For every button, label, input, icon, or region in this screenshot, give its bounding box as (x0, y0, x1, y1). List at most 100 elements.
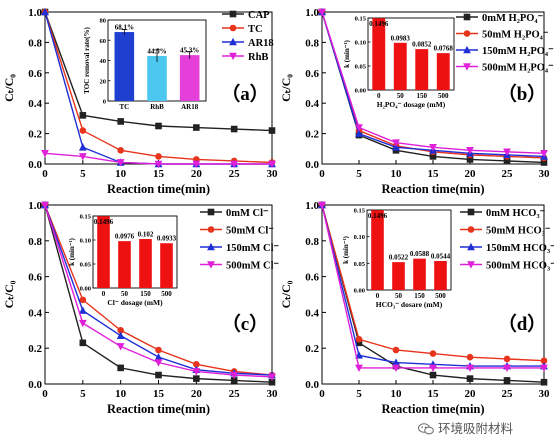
data-point-d-0 (355, 339, 363, 347)
inset-category-c-3: 500 (161, 290, 172, 298)
y-tick-label-c: 0.4 (28, 307, 42, 319)
inset-bar-a-1 (147, 55, 167, 101)
inset-y-axis-label-c: k (min⁻¹) (68, 237, 76, 265)
legend-marker-b-3 (463, 63, 471, 71)
y-tick-label-b: 0.8 (305, 37, 319, 49)
legend-label-c-0: 0mM Cl⁻ (226, 208, 269, 219)
y-tick-label-a: 1.0 (28, 7, 42, 19)
x-tick-label-b: 30 (539, 168, 551, 180)
legend-label-b-2: 150mM H₂PO₄⁻ (482, 46, 554, 57)
x-tick-label-c: 5 (80, 388, 86, 400)
data-point-c-3 (41, 201, 49, 210)
inset-category-b-0: 0 (377, 92, 381, 100)
data-point-a-0 (155, 122, 162, 130)
inset-bar-label-c-0: 0.1496 (94, 218, 114, 226)
y-tick-label-a: 0.8 (28, 37, 42, 49)
data-point-a-1 (155, 153, 162, 160)
data-point-b-0 (540, 159, 548, 166)
data-point-b-0 (466, 156, 474, 163)
legend-marker-d-2 (467, 242, 475, 251)
data-point-b-2 (355, 129, 363, 137)
data-point-b-3 (466, 147, 474, 155)
y-tick-label-b: 1.0 (305, 7, 319, 19)
y-tick-label-d: 0.0 (305, 379, 319, 391)
y-tick-label-a: 0.2 (28, 129, 42, 141)
inset-category-d-3: 500 (435, 292, 446, 300)
inset-bar-label-d-0: 0.1496 (368, 212, 388, 220)
legend-marker-d-3 (467, 261, 475, 269)
inset-category-b-3: 500 (438, 92, 449, 100)
inset-y-tick-label-b: 0.10 (355, 40, 366, 47)
inset-bar-a-2 (179, 55, 200, 101)
legend-marker-c-1 (207, 226, 215, 233)
x-tick-label-d: 20 (465, 388, 477, 400)
inset-bar-label-b-0: 0.1496 (369, 20, 389, 28)
data-point-a-3 (192, 160, 201, 169)
data-point-c-2 (116, 331, 125, 339)
data-point-d-3 (429, 364, 437, 372)
x-tick-label-b: 10 (391, 168, 403, 180)
data-point-b-3 (318, 8, 326, 17)
x-tick-label-d: 25 (502, 388, 514, 400)
y-tick-label-c: 0.0 (28, 379, 42, 391)
panel-label-d: （d） (498, 312, 547, 335)
inset-y-tick-label-d: 0.05 (354, 261, 366, 268)
inset-bar-d-1 (392, 262, 405, 290)
data-point-c-2 (78, 306, 87, 314)
y-tick-label-b: 0.2 (305, 129, 319, 141)
legend-marker-a-3 (229, 52, 237, 61)
y-axis-label-d: Cₜ/C₀ (279, 280, 293, 308)
y-tick-label-d: 0.2 (305, 343, 319, 355)
inset-category-d-2: 150 (414, 292, 425, 300)
x-tick-label-b: 15 (428, 168, 440, 180)
x-axis-label-a: Reaction time(min) (107, 182, 210, 196)
x-tick-label-a: 20 (191, 168, 203, 180)
x-axis-label-c: Reaction time(min) (107, 402, 210, 416)
inset-bar-label-b-3: 0.0768 (434, 45, 454, 53)
x-tick-label-a: 30 (267, 168, 279, 180)
inset-bar-a-0 (114, 32, 135, 101)
data-point-c-1 (79, 296, 87, 304)
data-point-d-3 (392, 364, 400, 372)
inset-y-axis-label-d: k (min⁻¹) (342, 235, 350, 263)
panel-label-b: （b） (498, 82, 547, 105)
y-tick-label-d: 0.4 (305, 307, 319, 319)
data-point-c-0 (117, 364, 124, 372)
x-axis-label-b: Reaction time(min) (381, 182, 484, 196)
x-tick-label-a: 10 (115, 168, 127, 180)
inset-y-tick-label-d: 0.00 (354, 288, 365, 295)
data-point-d-1 (540, 357, 548, 365)
panel-label-c: （c） (222, 312, 268, 335)
inset-bar-b-3 (436, 53, 450, 90)
inset-bar-label-b-2: 0.0852 (412, 41, 432, 49)
inset-bar-label-a-2: 45.3% (180, 47, 199, 55)
y-tick-label-c: 0.2 (28, 343, 42, 355)
inset-category-a-0: TC (119, 103, 129, 111)
inset-bar-d-3 (434, 260, 447, 290)
inset-chart-d: 0.00 0.05 0.10 0.150.1496 0 0.0522 50 0.0588 150… (342, 208, 452, 309)
inset-y-tick-label-a: 40 (100, 58, 107, 65)
inset-bar-label-a-0: 68.1% (115, 24, 134, 32)
data-point-d-3 (503, 364, 511, 372)
data-point-a-2 (78, 143, 87, 151)
legend-label-a-2: AR18 (248, 38, 274, 49)
data-point-c-3 (78, 319, 87, 328)
data-point-d-1 (392, 346, 400, 354)
x-tick-label-a: 0 (42, 168, 48, 180)
inset-bar-b-2 (415, 49, 429, 90)
legend-marker-a-1 (229, 24, 237, 32)
x-tick-label-c: 15 (153, 388, 165, 400)
inset-category-c-2: 150 (140, 290, 151, 298)
inset-bar-label-c-3: 0.0933 (157, 235, 177, 243)
inset-bar-c-1 (118, 241, 131, 288)
inset-y-axis-label-b: k (min⁻¹) (343, 39, 351, 67)
data-point-d-1 (429, 350, 437, 357)
y-axis-label-a: Cₜ/C₀ (2, 74, 16, 102)
legend-label-b-0: 0mM H₂PO₄⁻ (482, 13, 544, 24)
legend-label-d-3: 500mM HCO₃⁻ (486, 261, 554, 272)
data-point-a-3 (116, 159, 125, 167)
inset-category-b-2: 150 (417, 92, 428, 100)
inset-bar-label-c-1: 0.0976 (115, 233, 135, 241)
inset-category-b-1: 50 (397, 92, 405, 100)
x-tick-label-c: 20 (191, 388, 203, 400)
